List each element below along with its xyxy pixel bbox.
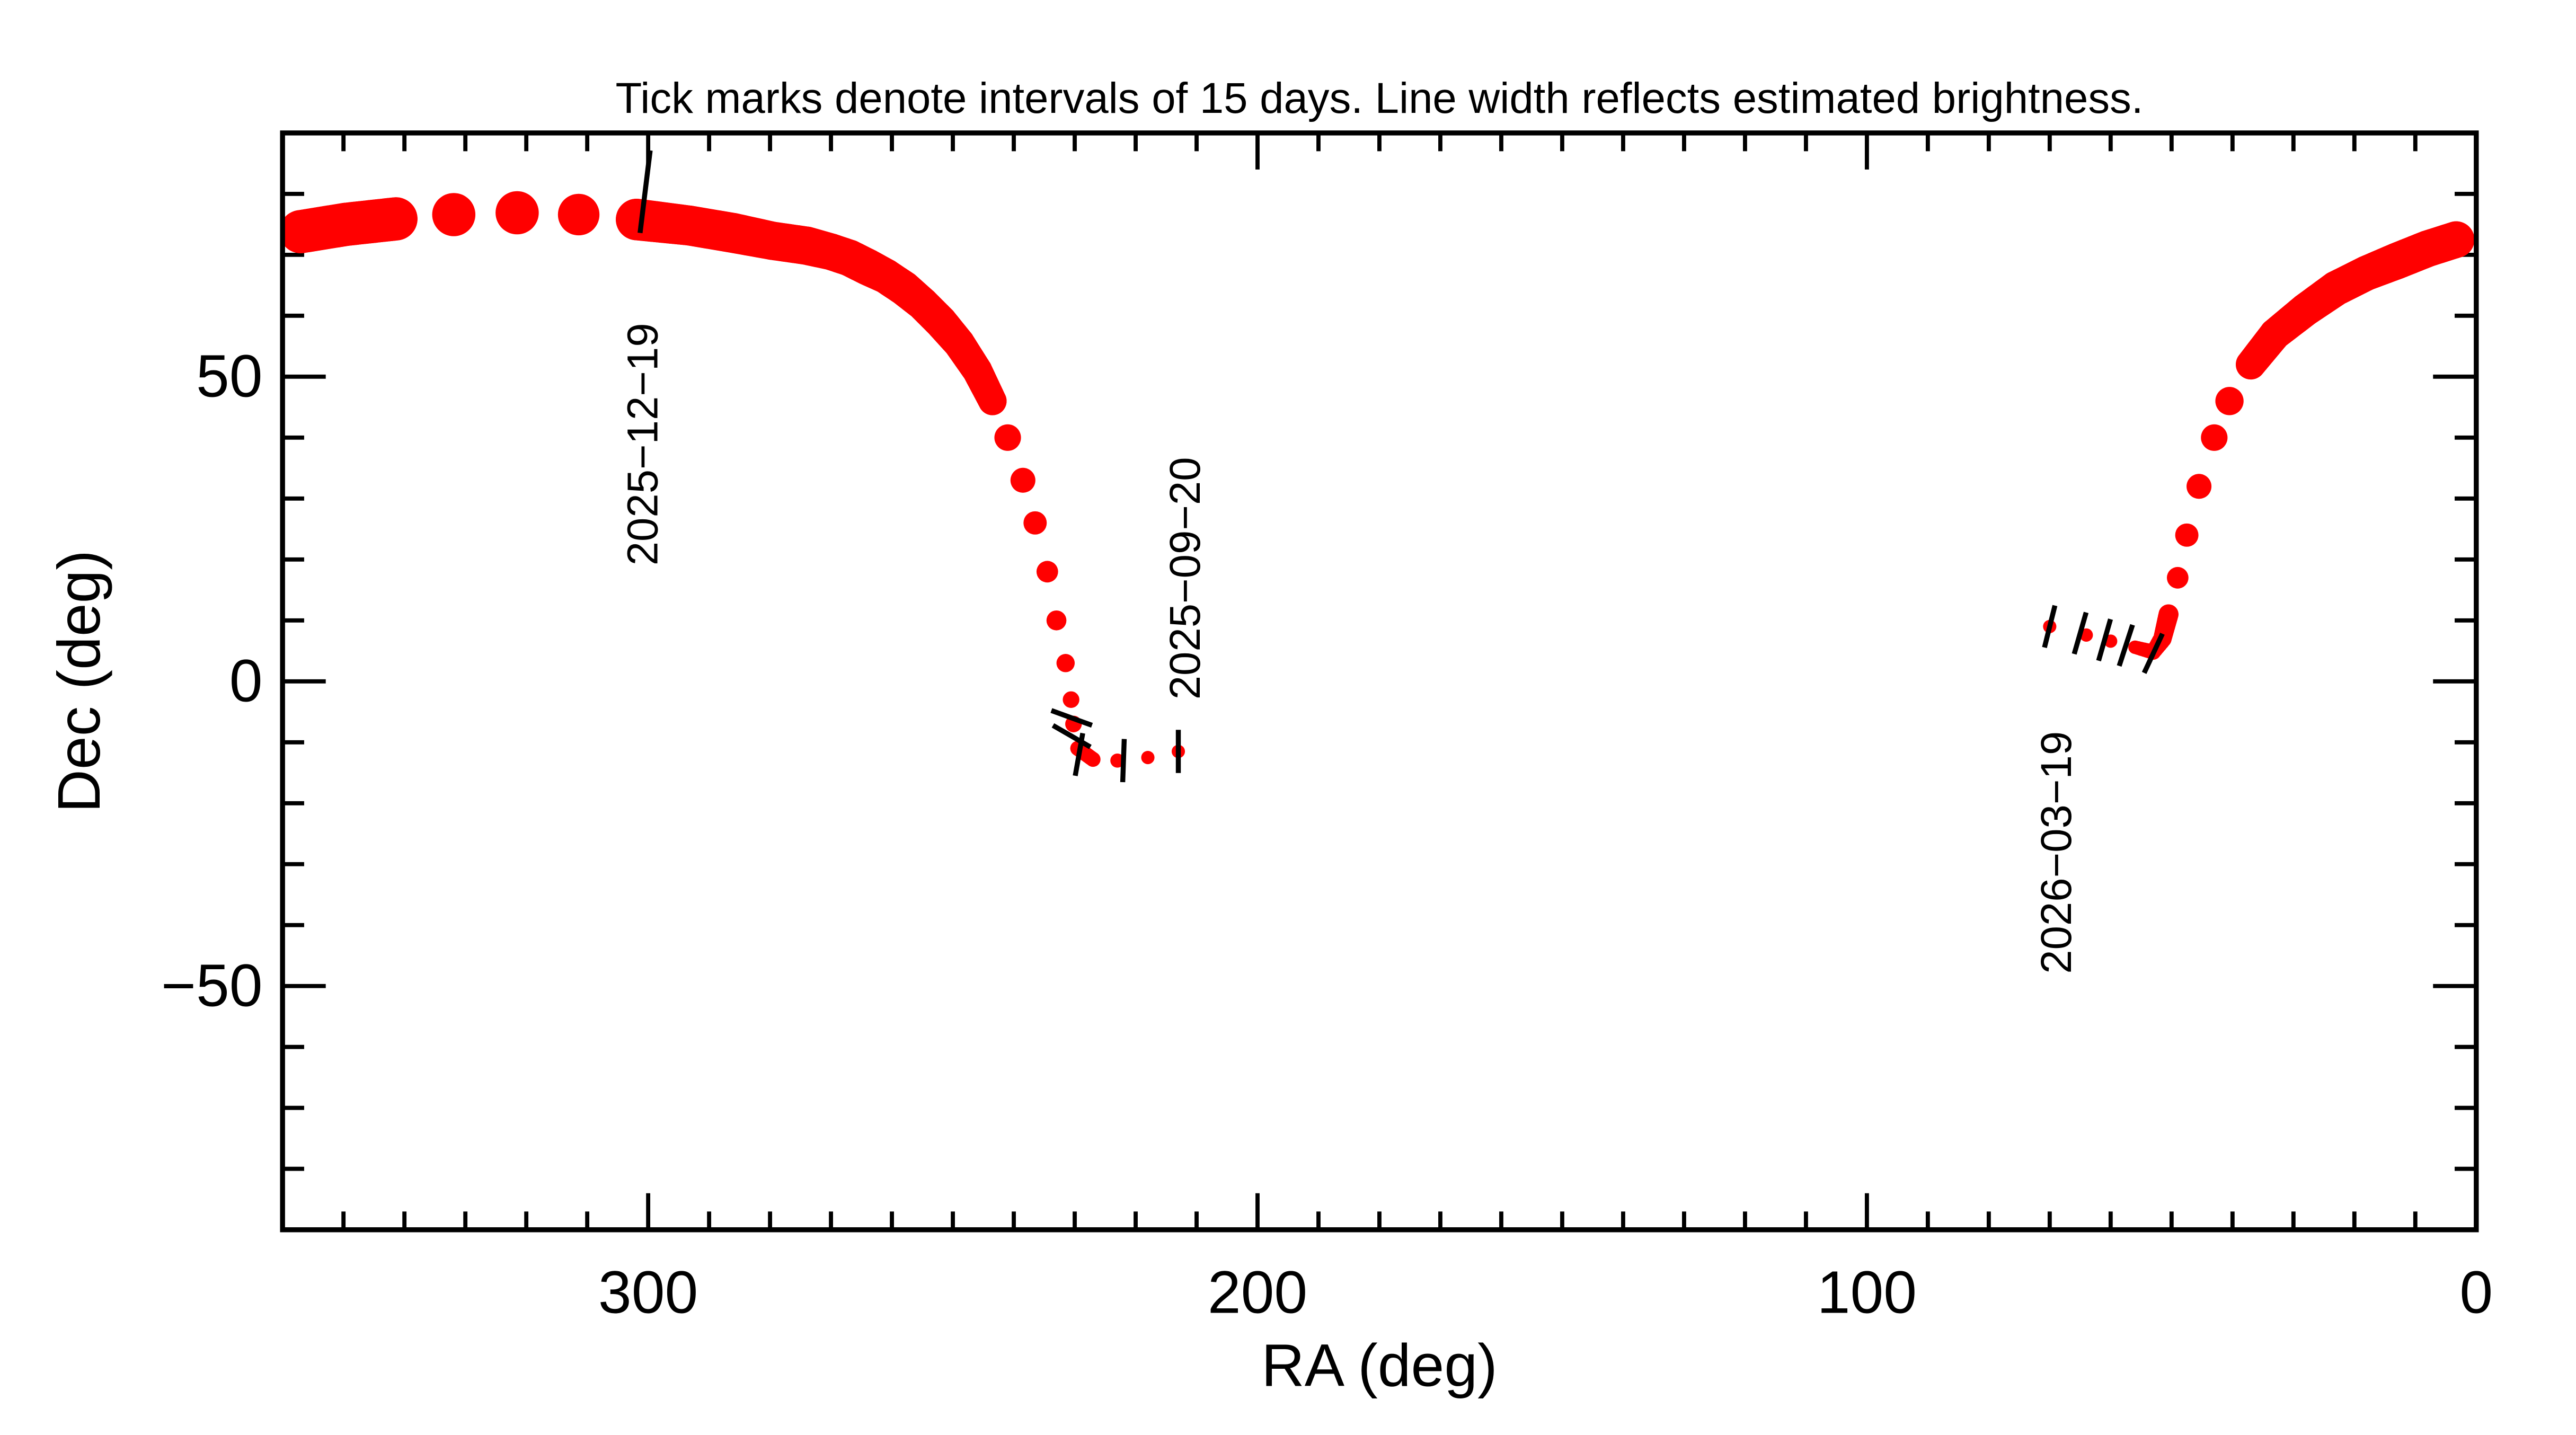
- track-point: [1085, 751, 1101, 767]
- track-point: [2166, 566, 2189, 589]
- track-point: [616, 198, 658, 241]
- plot-frame: [280, 130, 2479, 1233]
- date-label: 2025−09−20: [1161, 457, 1209, 699]
- interval-tick: [2117, 624, 2135, 667]
- track-point: [669, 206, 710, 246]
- track-point: [978, 387, 1007, 415]
- track-point: [2128, 640, 2142, 654]
- interval-tick: [1050, 708, 1093, 728]
- interval-tick: [1051, 723, 1092, 749]
- track-point: [1141, 750, 1155, 765]
- track-point: [1063, 691, 1079, 708]
- track-point: [2201, 424, 2228, 451]
- track-point: [713, 212, 753, 253]
- track-point: [324, 202, 368, 246]
- x-tick-label: 0: [2459, 1259, 2493, 1325]
- date-labels: 2025−12−19 2025−09−20 2026−03−19: [618, 323, 2081, 973]
- track-point: [1056, 654, 1075, 672]
- interval-tick: [2042, 605, 2058, 648]
- track-point: [282, 210, 323, 253]
- track-point: [787, 226, 826, 265]
- x-axis-label: RA (deg): [1261, 1332, 1497, 1398]
- track-point: [2378, 242, 2415, 279]
- track-point: [1036, 561, 1058, 583]
- x-tick-label: 100: [1817, 1259, 1917, 1325]
- interval-tick: [2096, 618, 2113, 662]
- date-label: 2025−12−19: [618, 323, 667, 565]
- track-point: [2289, 293, 2323, 326]
- track-point: [2215, 387, 2244, 415]
- track-point: [994, 424, 1021, 451]
- track-point: [962, 356, 993, 386]
- track-point: [2236, 349, 2266, 380]
- interval-tick: [638, 150, 653, 234]
- y-tick-label: 0: [229, 647, 263, 714]
- track-group: [282, 191, 2475, 768]
- interval-ticks: [638, 150, 2165, 783]
- x-tick-label: 200: [1208, 1259, 1307, 1325]
- interval-tick: [1120, 739, 1127, 783]
- track-point: [1046, 610, 1067, 631]
- y-tick-label: 50: [196, 342, 263, 409]
- y-axis-label: Dec (deg): [46, 550, 112, 813]
- track-series: [282, 191, 2475, 768]
- track-point: [2438, 221, 2475, 258]
- track-point: [2259, 318, 2291, 350]
- track-point: [374, 197, 418, 241]
- track-point: [2158, 604, 2179, 625]
- track-point: [2175, 523, 2199, 547]
- date-label: 2026−03−19: [2032, 731, 2081, 974]
- track-point: [2318, 271, 2354, 306]
- y-tick-label: −50: [161, 952, 262, 1018]
- track-point: [2349, 255, 2384, 291]
- track-point: [753, 222, 792, 260]
- interval-tick: [2072, 612, 2089, 655]
- track-point: [1023, 511, 1047, 535]
- track-point: [943, 327, 975, 359]
- track-point: [432, 193, 476, 236]
- track-point: [2186, 474, 2212, 499]
- track-point: [495, 191, 539, 235]
- axes: [280, 130, 2478, 1232]
- track-point: [557, 193, 600, 236]
- x-tick-label: 300: [598, 1259, 698, 1325]
- track-point: [2409, 230, 2446, 267]
- chart-title: Tick marks denote intervals of 15 days. …: [615, 74, 2143, 122]
- interval-tick: [2141, 632, 2165, 674]
- track-point: [1010, 467, 1035, 493]
